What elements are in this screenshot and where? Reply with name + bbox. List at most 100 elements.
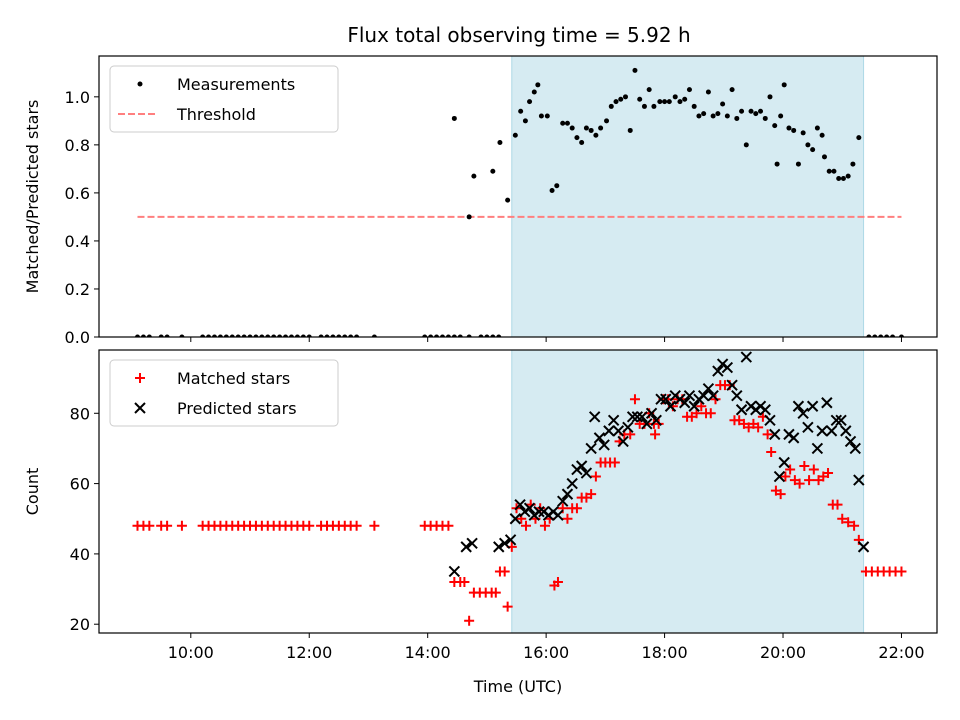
- measurement-point: [753, 111, 759, 117]
- predicted-point: [514, 498, 526, 511]
- measurement-point: [569, 125, 575, 131]
- measurement-point: [531, 89, 537, 95]
- measurement-point: [743, 142, 749, 148]
- matched-point: [896, 566, 907, 577]
- measurement-point: [259, 334, 265, 337]
- measurement-point: [651, 103, 657, 109]
- measurement-point: [819, 132, 825, 138]
- measurement-point: [786, 125, 792, 131]
- measurement-point: [140, 334, 146, 337]
- matched-point: [832, 499, 843, 510]
- legend-measurement-marker: [137, 81, 143, 87]
- measurement-point: [324, 334, 330, 337]
- measurement-point: [211, 334, 217, 337]
- measurement-point: [549, 187, 555, 193]
- measurement-point: [682, 96, 688, 102]
- predicted-point: [811, 442, 824, 455]
- predicted-point: [580, 467, 593, 479]
- predicted-point: [493, 541, 505, 553]
- matched-point: [823, 468, 834, 479]
- matched-point: [539, 520, 550, 531]
- measurement-point: [646, 87, 652, 93]
- measurement-point: [300, 334, 306, 337]
- predicted-point: [735, 404, 748, 416]
- bottom-ytick-label: 20: [70, 615, 90, 634]
- measurement-point: [662, 99, 668, 105]
- top-ytick-label: 0.0: [65, 328, 90, 347]
- predicted-point: [792, 400, 805, 412]
- matched-point: [586, 489, 597, 500]
- measurement-point: [288, 334, 294, 337]
- predicted-point: [769, 428, 781, 441]
- measurement-point: [691, 103, 697, 109]
- measurement-point: [527, 99, 533, 105]
- matched-point: [571, 503, 582, 514]
- matched-point: [753, 422, 764, 433]
- matched-point: [351, 520, 362, 531]
- matched-point: [502, 601, 513, 612]
- measurement-point: [223, 334, 229, 337]
- predicted-point: [731, 389, 743, 402]
- predicted-point: [645, 407, 658, 419]
- predicted-point: [466, 537, 478, 550]
- predicted-point: [759, 404, 771, 416]
- predicted-point: [660, 393, 672, 405]
- measurement-point: [484, 334, 490, 337]
- predicted-point: [857, 541, 870, 553]
- measurement-point: [810, 147, 816, 153]
- xtick-label: 16:00: [523, 643, 569, 662]
- measurement-point: [564, 120, 570, 126]
- measurement-point: [241, 334, 247, 337]
- top-observing-span: [511, 56, 865, 337]
- measurement-point: [471, 173, 477, 179]
- measurement-point: [554, 183, 560, 189]
- measurement-point: [890, 334, 896, 337]
- bottom-plot-area: [132, 350, 907, 633]
- measurement-point: [583, 125, 589, 131]
- matched-point: [176, 520, 187, 531]
- predicted-point: [636, 411, 648, 423]
- bottom-legend: Matched stars Predicted stars: [109, 359, 339, 427]
- measurement-point: [762, 115, 768, 121]
- measurement-point: [657, 99, 663, 105]
- legend-label: Threshold: [176, 105, 256, 124]
- predicted-point: [697, 389, 710, 402]
- predicted-point: [622, 421, 634, 434]
- predicted-point: [797, 407, 809, 419]
- xtick-label: 18:00: [642, 643, 688, 662]
- predicted-point: [612, 425, 625, 437]
- matched-point: [144, 520, 155, 531]
- predicted-point: [835, 414, 847, 427]
- measurement-point: [821, 154, 827, 160]
- bottom-series-x: [448, 351, 870, 578]
- top-plot-area: [134, 56, 904, 337]
- measurement-point: [739, 108, 745, 114]
- matched-point: [837, 513, 848, 524]
- top-legend-entry: Measurements: [137, 75, 295, 94]
- measurement-point: [613, 99, 619, 105]
- measurement-point: [618, 96, 624, 102]
- measurement-point: [734, 115, 740, 121]
- matched-point: [590, 471, 601, 482]
- measurement-point: [277, 334, 283, 337]
- predicted-point: [721, 361, 734, 374]
- matched-point: [762, 429, 773, 440]
- predicted-point: [533, 506, 545, 518]
- measurement-point: [884, 334, 890, 337]
- matched-point: [304, 520, 315, 531]
- predicted-point: [588, 411, 601, 423]
- measurement-point: [490, 334, 496, 337]
- predicted-point: [631, 411, 644, 423]
- measurement-point: [158, 334, 164, 337]
- measurement-point: [497, 139, 503, 145]
- matched-point: [775, 489, 786, 500]
- measurement-point: [805, 142, 811, 148]
- measurement-point: [778, 113, 784, 119]
- bottom-legend-entry: Predicted stars: [134, 399, 297, 418]
- matched-point: [369, 520, 380, 531]
- measurement-point: [294, 334, 300, 337]
- measurement-point: [217, 334, 223, 337]
- top-legend: Measurements Threshold: [109, 65, 339, 133]
- measurement-point: [235, 334, 241, 337]
